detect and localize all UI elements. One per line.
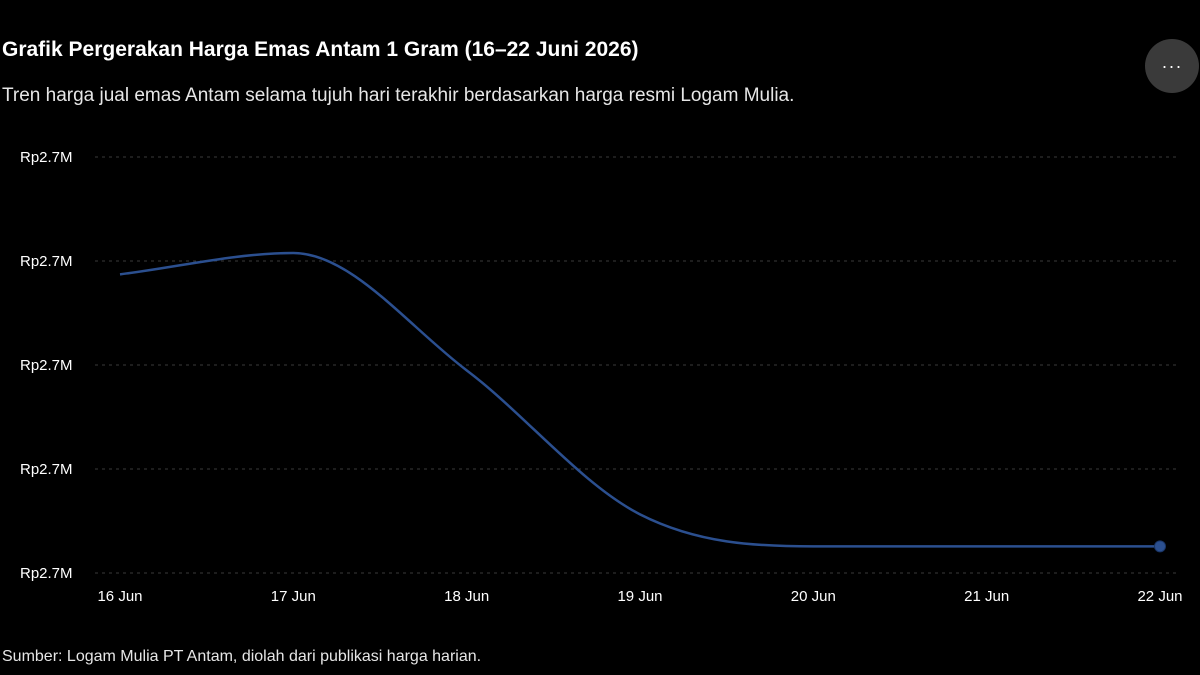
- chart-title: Grafik Pergerakan Harga Emas Antam 1 Gra…: [2, 38, 639, 61]
- series-layer: [119, 251, 1166, 553]
- more-horizontal-icon: ···: [1161, 55, 1183, 76]
- x-tick-label: 22 Jun: [1137, 588, 1182, 605]
- x-tick-label: 17 Jun: [271, 588, 316, 605]
- x-axis-ticks: 16 Jun 17 Jun 18 Jun 19 Jun 20 Jun 21 Jun 22 J…: [97, 588, 1182, 605]
- x-tick-label: 18 Jun: [444, 588, 489, 605]
- x-tick-label: 21 Jun: [964, 588, 1009, 605]
- y-tick-label: Rp2.7M: [20, 461, 73, 478]
- x-tick-label: 20 Jun: [791, 588, 836, 605]
- y-axis-ticks: Rp2.7M Rp2.7M Rp2.7M Rp2.7M Rp2.7M: [20, 149, 73, 582]
- x-tick-label: 16 Jun: [97, 588, 142, 605]
- series-line: [119, 251, 1160, 548]
- chart-subtitle: Tren harga jual emas Antam selama tujuh …: [2, 85, 795, 106]
- y-tick-label: Rp2.7M: [20, 357, 73, 374]
- y-tick-label: Rp2.7M: [20, 253, 73, 270]
- last-point-marker[interactable]: [1154, 540, 1166, 553]
- source-note: Sumber: Logam Mulia PT Antam, diolah dar…: [2, 648, 482, 665]
- more-options-button[interactable]: ···: [1145, 39, 1199, 93]
- y-tick-label: Rp2.7M: [20, 565, 73, 582]
- x-tick-label: 19 Jun: [617, 588, 662, 605]
- grid-lines: [95, 156, 1180, 574]
- y-tick-label: Rp2.7M: [20, 149, 73, 166]
